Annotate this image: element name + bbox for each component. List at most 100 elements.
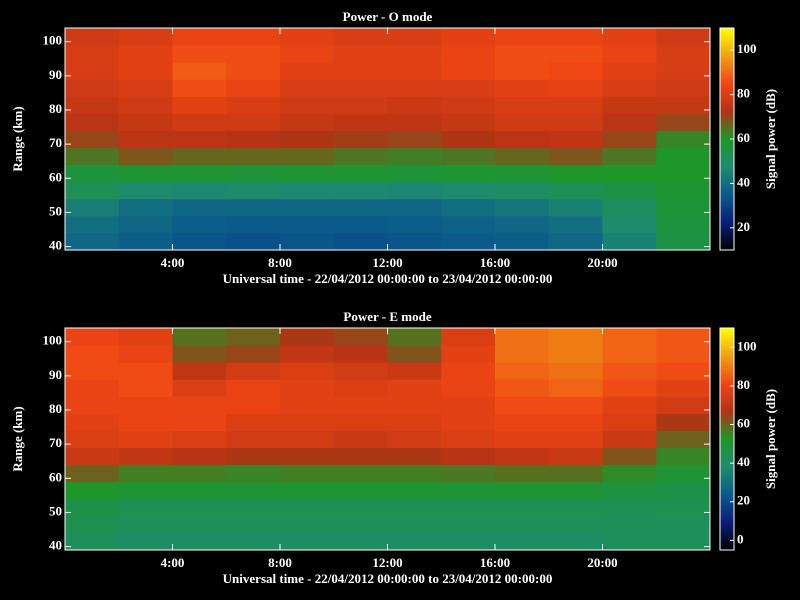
heatmap-cell xyxy=(226,379,281,397)
heatmap-cell xyxy=(226,328,281,346)
heatmap-cell xyxy=(548,45,603,63)
heatmap-cell xyxy=(602,130,657,149)
x-tick-label: 4:00 xyxy=(161,255,185,270)
heatmap-cell xyxy=(387,430,442,449)
heatmap-cell xyxy=(226,498,281,517)
y-tick-label: 40 xyxy=(49,238,62,253)
heatmap-cell xyxy=(65,532,120,551)
heatmap-cell xyxy=(172,430,227,449)
heatmap-cell xyxy=(333,362,388,380)
heatmap-cell xyxy=(333,430,388,449)
heatmap-cell xyxy=(548,379,603,397)
heatmap-cell xyxy=(387,515,442,534)
heatmap-cell xyxy=(602,413,657,431)
heatmap-cell xyxy=(172,147,227,166)
heatmap-cell xyxy=(65,181,120,200)
heatmap-cell xyxy=(118,515,173,534)
heatmap-cell xyxy=(387,232,442,251)
heatmap-cell xyxy=(495,130,550,149)
heatmap-cell xyxy=(548,232,603,251)
heatmap-cell xyxy=(441,130,496,149)
heatmap-cell xyxy=(602,481,657,500)
heatmap-cell xyxy=(65,379,120,397)
heatmap-cell xyxy=(495,396,550,414)
heatmap-cell xyxy=(441,79,496,97)
heatmap-cell xyxy=(656,215,711,234)
heatmap-cell xyxy=(280,515,335,534)
heatmap-cell xyxy=(172,215,227,234)
x-tick-label: 12:00 xyxy=(372,555,402,570)
heatmap-cell xyxy=(226,396,281,414)
heatmap-cell xyxy=(387,130,442,149)
heatmap-cell xyxy=(548,215,603,234)
heatmap-cell xyxy=(387,413,442,431)
heatmap-cell xyxy=(441,379,496,397)
heatmap-cell xyxy=(656,413,711,431)
heatmap-cell xyxy=(495,79,550,97)
heatmap-cell xyxy=(441,345,496,363)
heatmap-cell xyxy=(495,413,550,431)
heatmap-cell xyxy=(65,413,120,431)
heatmap-cell xyxy=(441,215,496,234)
heatmap-cell xyxy=(548,79,603,97)
heatmap-cell xyxy=(387,464,442,483)
heatmap-cell xyxy=(65,198,120,217)
heatmap-cell xyxy=(118,96,173,114)
heatmap-cell xyxy=(495,113,550,131)
heatmap-cell xyxy=(280,498,335,517)
heatmap-cell xyxy=(495,430,550,449)
heatmap-cell xyxy=(280,232,335,251)
heatmap-cell xyxy=(602,532,657,551)
heatmap-cell xyxy=(226,215,281,234)
colorbar xyxy=(719,327,735,551)
heatmap-cell xyxy=(495,198,550,217)
heatmap-cell xyxy=(65,328,120,346)
heatmap-cell xyxy=(656,232,711,251)
heatmap-cell xyxy=(118,198,173,217)
heatmap-cell xyxy=(656,532,711,551)
heatmap-cell xyxy=(280,362,335,380)
y-tick-label: 50 xyxy=(49,203,62,218)
heatmap-cell xyxy=(387,62,442,80)
heatmap-cell xyxy=(333,232,388,251)
heatmap-cell xyxy=(602,379,657,397)
heatmap-cell xyxy=(118,498,173,517)
heatmap-cell xyxy=(226,113,281,131)
heatmap-cell xyxy=(118,181,173,200)
heatmap-cell xyxy=(280,430,335,449)
colorbar-tick-label: 20 xyxy=(737,219,750,234)
heatmap-cell xyxy=(172,515,227,534)
heatmap-cell xyxy=(172,181,227,200)
heatmap-cell xyxy=(172,464,227,483)
y-tick-label: 100 xyxy=(43,333,63,348)
heatmap-cell xyxy=(495,481,550,500)
heatmap-cell xyxy=(65,481,120,500)
heatmap-cell xyxy=(495,147,550,166)
heatmap-cell xyxy=(172,62,227,80)
heatmap-cell xyxy=(333,413,388,431)
heatmap-cell xyxy=(333,113,388,131)
heatmap-cell xyxy=(602,147,657,166)
heatmap-cell xyxy=(495,498,550,517)
x-tick-label: 8:00 xyxy=(268,555,292,570)
heatmap-cell xyxy=(602,232,657,251)
heatmap-cell xyxy=(118,215,173,234)
heatmap-cell xyxy=(441,147,496,166)
heatmap-cell xyxy=(387,215,442,234)
heatmap-cell xyxy=(495,328,550,346)
colorbar-tick-label: 100 xyxy=(737,338,757,353)
heatmap-cell xyxy=(118,362,173,380)
heatmap-cell xyxy=(387,532,442,551)
colorbar-tick-label: 20 xyxy=(737,493,750,508)
heatmap-cell xyxy=(280,181,335,200)
heatmap-cell xyxy=(441,113,496,131)
heatmap-cell xyxy=(602,96,657,114)
heatmap-cell xyxy=(548,147,603,166)
heatmap-cell xyxy=(656,79,711,97)
heatmap-cell xyxy=(548,447,603,466)
heatmap-cell xyxy=(387,379,442,397)
y-tick-label: 90 xyxy=(49,367,62,382)
chart-title: Power - O mode xyxy=(343,9,433,24)
heatmap-cell xyxy=(65,447,120,466)
heatmap-cell xyxy=(226,181,281,200)
